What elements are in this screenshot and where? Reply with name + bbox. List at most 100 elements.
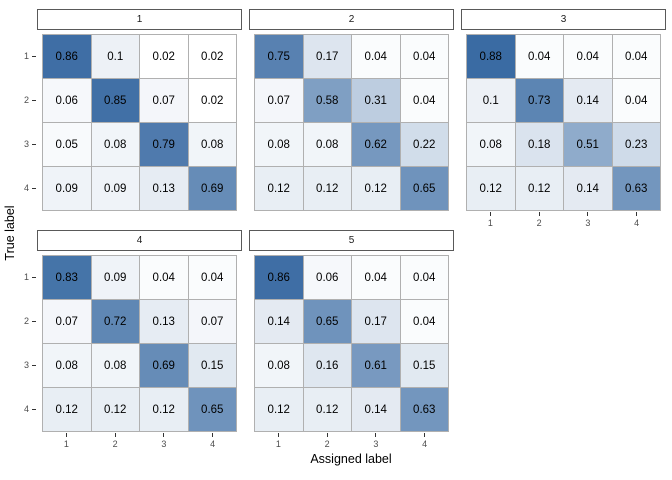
matrix-cell: 0.07 [43,300,91,343]
matrix-cell: 0.04 [564,35,612,78]
y-tick-mark [32,55,36,57]
confusion-matrix-grid: 0.88 0.04 0.04 0.04 0.1 0.73 0.14 0.04 0.08 0.18 0… [466,34,661,211]
matrix-cell: 0.83 [43,256,91,299]
matrix-cell: 0.12 [255,388,303,431]
matrix-cell: 0.14 [564,167,612,210]
matrix-cell: 0.31 [352,79,400,122]
confusion-matrix-grid: 0.86 0.06 0.04 0.04 0.14 0.65 0.17 0.04 0.08 0.16… [254,255,449,432]
matrix-cell: 0.62 [352,123,400,166]
y-tick-mark [32,144,36,146]
matrix-cell: 0.1 [467,79,515,122]
x-tick-mark [538,212,540,216]
y-tick-label: 4 [23,183,29,194]
x-tick-label: 4 [634,218,640,228]
matrix-cell: 0.12 [303,388,351,431]
x-tick-mark [636,212,638,216]
y-axis-title: True label [3,205,17,261]
matrix-cell: 0.08 [188,123,236,166]
matrix-cell: 0.08 [255,123,303,166]
matrix-cell: 0.08 [43,344,91,387]
matrix-cell: 0.14 [352,388,400,431]
matrix-cell: 0.65 [303,300,351,343]
x-tick-mark [375,433,377,437]
matrix-cell: 0.12 [255,167,303,210]
x-tick-label: 4 [210,439,216,449]
matrix-cell: 0.04 [515,35,563,78]
x-tick-label: 1 [63,439,69,449]
matrix-cell: 0.12 [467,167,515,210]
matrix-cell: 0.02 [188,35,236,78]
y-tick-mark [32,320,36,322]
x-tick-label: 2 [324,439,330,449]
facet-label: 2 [348,14,355,25]
facet-strip: 1 [37,9,242,30]
matrix-cell: 0.16 [303,344,351,387]
matrix-cell: 0.86 [43,35,91,78]
matrix-cell: 0.06 [303,256,351,299]
matrix-cell: 0.06 [43,79,91,122]
matrix-cell: 0.05 [43,123,91,166]
matrix-cell: 0.88 [467,35,515,78]
matrix-cell: 0.23 [612,123,660,166]
confusion-matrix-grid: 0.75 0.17 0.04 0.04 0.07 0.58 0.31 0.04 0.08 0.08… [254,34,449,211]
matrix-cell: 0.12 [515,167,563,210]
facet-label: 1 [136,14,143,25]
matrix-cell: 0.73 [515,79,563,122]
matrix-cell: 0.63 [400,388,448,431]
matrix-cell: 0.08 [303,123,351,166]
x-tick-mark [326,433,328,437]
matrix-cell: 0.07 [140,79,188,122]
x-tick-mark [489,212,491,216]
matrix-cell: 0.15 [188,344,236,387]
y-tick-mark [32,188,36,190]
matrix-cell: 0.04 [400,79,448,122]
y-tick-label: 2 [23,315,29,326]
x-tick-mark [212,433,214,437]
matrix-cell: 0.09 [91,167,139,210]
matrix-cell: 0.02 [188,79,236,122]
facet-label: 4 [136,235,143,246]
matrix-cell: 0.14 [255,300,303,343]
y-tick-mark [32,409,36,411]
matrix-cell: 0.04 [140,256,188,299]
y-tick-label: 4 [23,404,29,415]
x-tick-label: 3 [373,439,379,449]
matrix-cell: 0.02 [140,35,188,78]
x-tick-mark [277,433,279,437]
y-tick-label: 1 [23,50,29,61]
matrix-cell: 0.15 [400,344,448,387]
matrix-cell: 0.08 [255,344,303,387]
matrix-cell: 0.12 [303,167,351,210]
matrix-cell: 0.17 [303,35,351,78]
x-tick-mark [65,433,67,437]
matrix-cell: 0.65 [400,167,448,210]
matrix-cell: 0.04 [612,35,660,78]
matrix-cell: 0.17 [352,300,400,343]
matrix-cell: 0.08 [91,123,139,166]
matrix-cell: 0.04 [400,256,448,299]
y-tick-mark [32,99,36,101]
facet-label: 5 [348,235,355,246]
matrix-cell: 0.14 [564,79,612,122]
y-tick-label: 2 [23,94,29,105]
matrix-cell: 0.08 [467,123,515,166]
y-tick-label: 3 [23,139,29,150]
x-tick-mark [587,212,589,216]
confusion-matrix-grid: 0.86 0.1 0.02 0.02 0.06 0.85 0.07 0.02 0.05 0.08 0… [42,34,237,211]
matrix-cell: 0.69 [140,344,188,387]
facet-strip: 4 [37,230,242,251]
matrix-cell: 0.69 [188,167,236,210]
y-tick-mark [32,276,36,278]
y-tick-label: 1 [23,271,29,282]
x-tick-label: 4 [422,439,428,449]
x-tick-label: 1 [275,439,281,449]
facet-strip: 3 [461,9,666,30]
matrix-cell: 0.04 [188,256,236,299]
matrix-cell: 0.61 [352,344,400,387]
matrix-cell: 0.08 [91,344,139,387]
matrix-cell: 0.13 [140,300,188,343]
matrix-cell: 0.04 [400,300,448,343]
matrix-cell: 0.04 [612,79,660,122]
x-tick-label: 1 [487,218,493,228]
